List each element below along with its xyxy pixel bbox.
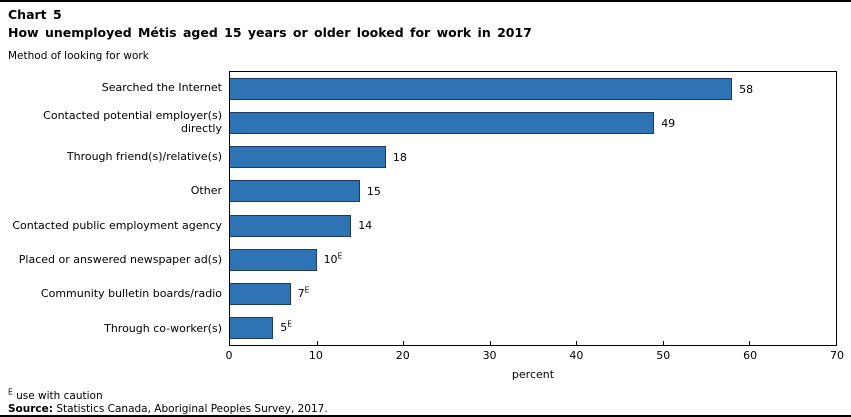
category-label: Through friend(s)/relative(s) bbox=[66, 149, 222, 163]
x-axis-label: percent bbox=[511, 368, 555, 381]
x-axis-tick bbox=[489, 341, 491, 345]
chart-header: Chart 5 How unemployed Métis aged 15 yea… bbox=[0, 2, 851, 40]
bar-row: 18 bbox=[230, 140, 836, 174]
plot-region: Searched the Internet Contacted potential… bbox=[0, 71, 851, 346]
bar bbox=[230, 282, 291, 305]
bar bbox=[230, 78, 733, 101]
x-tick-label: 20 bbox=[395, 349, 410, 362]
bar-row: 5E bbox=[230, 311, 836, 345]
bar bbox=[230, 146, 386, 169]
category-label: Other bbox=[190, 184, 222, 198]
x-axis-tick bbox=[403, 341, 405, 345]
footnote-caution: E use with caution bbox=[8, 387, 851, 403]
caution-flag: E bbox=[304, 285, 310, 295]
chart-title: How unemployed Métis aged 15 years or ol… bbox=[8, 25, 532, 40]
x-axis-tick bbox=[662, 341, 664, 345]
source-text: Statistics Canada, Aboriginal Peoples Su… bbox=[56, 403, 328, 416]
value-label: 15 bbox=[366, 184, 381, 198]
bar bbox=[230, 180, 360, 203]
bar-row: 10E bbox=[230, 243, 836, 277]
chart-number: Chart 5 bbox=[8, 7, 62, 22]
x-tick-label: 10 bbox=[308, 349, 323, 362]
category-label: Contacted potential employer(s) directly bbox=[43, 109, 222, 135]
plot-area: 58 49 18 15 14 10E 7E 5E bbox=[229, 71, 837, 346]
category-label: Through co-worker(s) bbox=[104, 321, 222, 335]
value-label: 7E bbox=[297, 285, 310, 301]
x-axis-tick bbox=[749, 341, 751, 345]
x-tick-label: 0 bbox=[225, 349, 233, 362]
caution-flag: E bbox=[337, 251, 343, 261]
x-tick-label: 60 bbox=[743, 349, 758, 362]
x-axis-tick-labels: 0 10 20 30 40 50 60 70 bbox=[225, 349, 845, 363]
category-labels-column: Searched the Internet Contacted potential… bbox=[0, 71, 229, 346]
caution-flag: E bbox=[287, 319, 293, 329]
bar-row: 14 bbox=[230, 209, 836, 243]
category-label: Searched the Internet bbox=[101, 81, 222, 95]
bar-row: 58 bbox=[230, 72, 836, 106]
value-label: 58 bbox=[739, 82, 754, 96]
source-label: Source: bbox=[8, 403, 53, 416]
x-tick-label: 50 bbox=[656, 349, 671, 362]
caution-text: use with caution bbox=[16, 390, 103, 402]
x-tick-label: 70 bbox=[830, 349, 844, 362]
value-label: 5E bbox=[280, 319, 293, 335]
y-axis-title: Method of looking for work bbox=[8, 50, 149, 62]
category-label: Community bulletin boards/radio bbox=[40, 287, 222, 301]
x-axis-tick bbox=[316, 341, 318, 345]
bar-row: 7E bbox=[230, 277, 836, 311]
footnote-source: Source: Statistics Canada, Aboriginal Pe… bbox=[8, 403, 851, 416]
bar-row: 49 bbox=[230, 106, 836, 140]
bar bbox=[230, 248, 317, 271]
category-label: Contacted public employment agency bbox=[12, 218, 222, 232]
category-label: Placed or answered newspaper ad(s) bbox=[18, 253, 222, 267]
x-axis-tick bbox=[576, 341, 578, 345]
value-label: 18 bbox=[392, 150, 407, 164]
value-label: 49 bbox=[661, 116, 676, 130]
x-tick-label: 30 bbox=[482, 349, 497, 362]
value-label: 14 bbox=[358, 219, 373, 233]
footnotes: E use with caution Source: Statistics Ca… bbox=[8, 387, 851, 416]
bar bbox=[230, 316, 274, 339]
bar bbox=[230, 214, 352, 237]
bar bbox=[230, 112, 655, 135]
value-label: 10E bbox=[323, 251, 343, 267]
bar-row: 15 bbox=[230, 174, 836, 208]
x-tick-label: 40 bbox=[569, 349, 584, 362]
caution-symbol: E bbox=[8, 387, 13, 397]
